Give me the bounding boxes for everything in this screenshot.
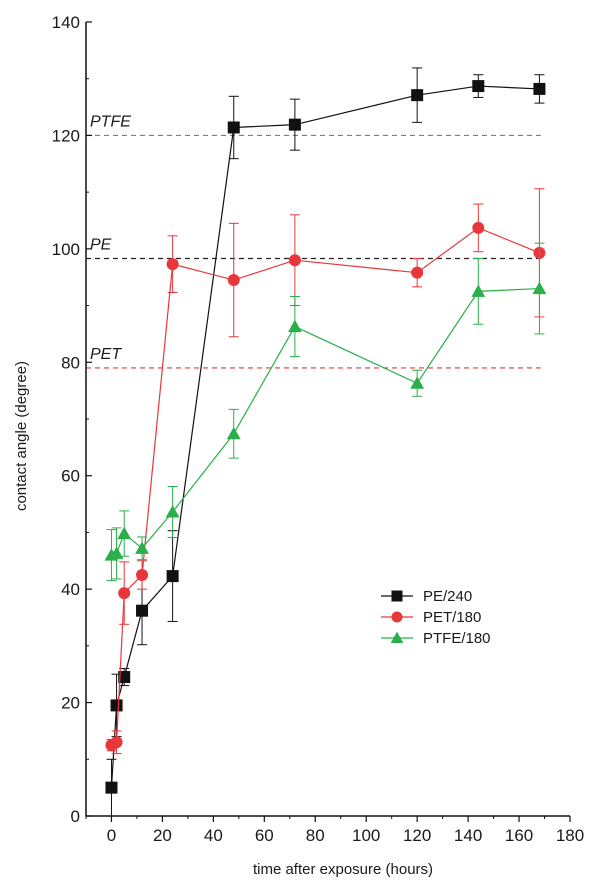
data-point-pe-240: [533, 82, 546, 95]
x-tick-label: 60: [255, 826, 274, 845]
series-line-pe-240: [110, 85, 540, 788]
data-point-pet-180: [110, 736, 123, 749]
data-point-ptfe-180: [109, 546, 124, 559]
data-point-ptfe-180: [135, 541, 149, 554]
data-point-pe-240: [411, 89, 424, 102]
reference-label-ptfe: PTFE: [90, 113, 131, 130]
y-tick-label: 140: [52, 13, 80, 32]
data-point-pe-240: [105, 781, 118, 794]
x-tick-label: 80: [306, 826, 325, 845]
data-point-ptfe-180: [410, 376, 425, 389]
data-point-pet-180: [288, 254, 301, 267]
data-point-pe-240: [118, 671, 131, 684]
x-axis-title: time after exposure (hours): [253, 861, 433, 878]
data-point-ptfe-180: [165, 505, 180, 518]
data-point-pe-240: [110, 699, 123, 712]
y-tick-label: 60: [61, 467, 80, 486]
data-point-pet-180: [118, 587, 131, 600]
reference-label-pet: PET: [90, 346, 122, 363]
x-tick-label: 180: [556, 826, 584, 845]
data-point-pe-240: [136, 604, 149, 617]
legend-label-ptfe-180: PTFE/180: [423, 630, 491, 647]
x-tick-label: 40: [204, 826, 223, 845]
x-tick-label: 120: [403, 826, 431, 845]
legend: PE/240 PET/180 PTFE/180: [381, 588, 491, 647]
data-point-pe-240: [166, 570, 179, 583]
data-point-pe-240: [288, 118, 301, 131]
data-point-ptfe-180: [117, 526, 132, 540]
data-series: [104, 67, 547, 817]
x-tick-label: 140: [454, 826, 482, 845]
data-point-ptfe-180: [226, 426, 241, 440]
series-line-ptfe-180: [111, 287, 540, 556]
data-point-pet-180: [136, 568, 149, 581]
data-point-pe-240: [472, 80, 485, 93]
data-point-pet-180: [227, 274, 240, 287]
y-tick-label: 0: [71, 807, 80, 826]
legend-marker-ptfe-180: [390, 631, 404, 644]
y-tick-label: 20: [61, 694, 80, 713]
y-axis-title: contact angle (degree): [13, 361, 30, 511]
data-point-ptfe-180: [471, 284, 486, 297]
legend-label-pet-180: PET/180: [423, 609, 481, 626]
legend-marker-pe-240: [391, 590, 403, 602]
series-pe-240: [105, 67, 546, 817]
x-tick-label: 160: [505, 826, 533, 845]
data-point-ptfe-180: [532, 281, 547, 295]
x-tick-label: 0: [107, 826, 116, 845]
x-tick-label: 20: [153, 826, 172, 845]
reference-label-pe: PE: [90, 236, 112, 253]
series-pet-180: [105, 188, 546, 755]
reference-lines: PTFE PE PET: [86, 113, 541, 369]
data-point-ptfe-180: [287, 319, 302, 333]
x-tick-label: 100: [352, 826, 380, 845]
series-line-pet-180: [111, 227, 540, 746]
legend-marker-pet-180: [391, 611, 403, 623]
y-tick-label: 100: [52, 240, 80, 259]
data-point-pet-180: [472, 221, 485, 234]
axes: 0 20 40 60 80 100 120 140 0 20 40 60 80 100 120 140 160 1…: [52, 13, 585, 845]
data-point-pet-180: [166, 258, 179, 271]
y-tick-label: 80: [61, 353, 80, 372]
data-point-pet-180: [411, 266, 424, 279]
y-tick-label: 120: [52, 126, 80, 145]
legend-label-pe-240: PE/240: [423, 588, 472, 605]
data-point-pe-240: [227, 121, 240, 134]
series-ptfe-180: [104, 242, 547, 582]
y-tick-label: 40: [61, 580, 80, 599]
